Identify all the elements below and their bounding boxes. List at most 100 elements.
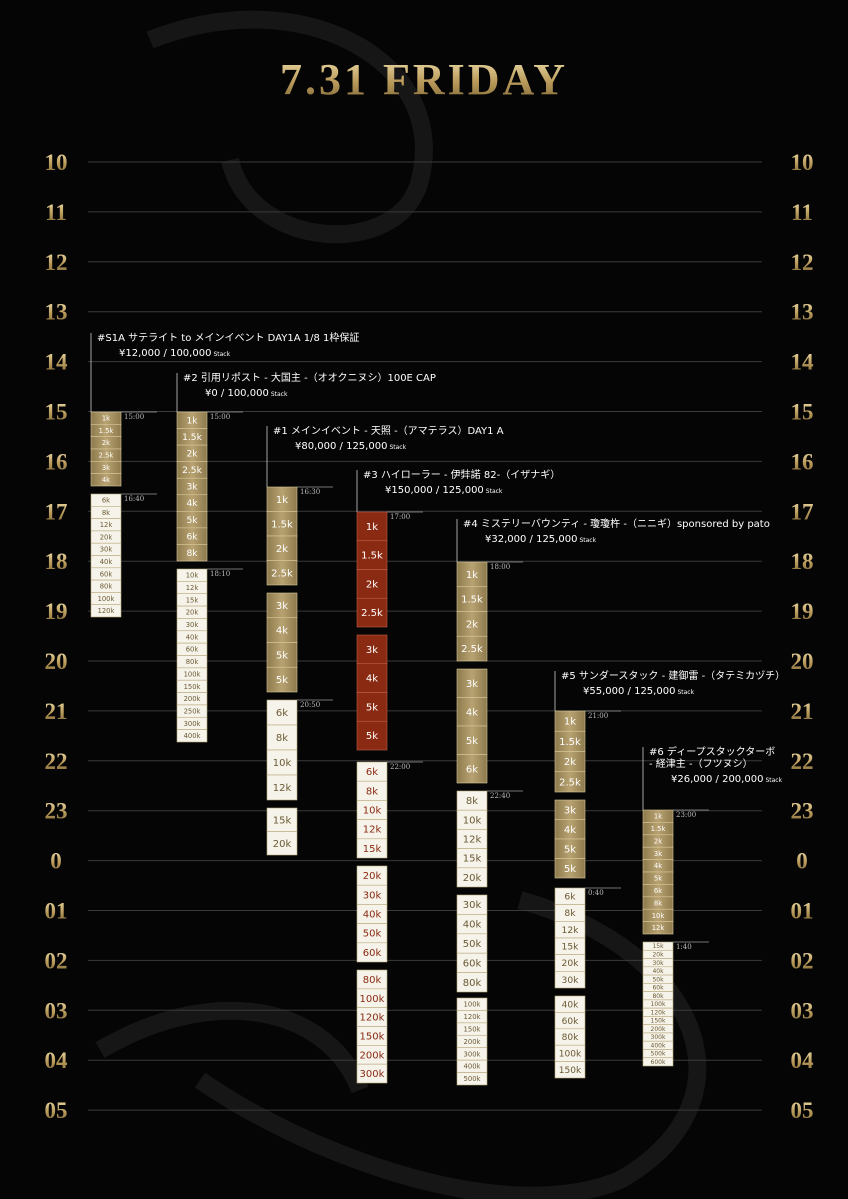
blind-level-label: 3k <box>466 679 478 690</box>
blind-level <box>266 560 298 586</box>
blind-level-label: 40k <box>652 968 664 975</box>
blind-level <box>456 697 488 727</box>
blind-level-label: 10k <box>273 758 292 769</box>
blind-level <box>456 725 488 755</box>
start-time: 22:40 <box>490 792 510 800</box>
hour-label: 13 <box>45 300 68 325</box>
buy-in-stack: ¥80,000 / 125,000 <box>295 441 387 452</box>
blind-level-label: 60k <box>186 646 199 654</box>
hour-label: 16 <box>791 449 814 474</box>
hour-label: 0 <box>796 849 808 874</box>
blind-level-label: 4k <box>564 825 576 836</box>
blind-level-label: 3k <box>102 464 110 472</box>
event-title: #1 メインイベント - 天照 -（アマテラス）DAY1 A <box>273 425 504 437</box>
blind-level-label: 60k <box>100 570 113 578</box>
hour-label: 22 <box>791 749 814 774</box>
blind-level-label: 8k <box>466 796 478 807</box>
blind-level-label: 1.5k <box>651 825 666 833</box>
blind-level <box>642 921 674 935</box>
blind-level-label: 8k <box>276 733 288 744</box>
blind-level-label: 100k <box>98 595 115 603</box>
blind-level <box>266 592 298 619</box>
blind-level-label: 120k <box>360 1013 385 1024</box>
blind-level-label: 2k <box>654 837 662 845</box>
hour-label: 14 <box>45 350 69 375</box>
blind-level-label: 20k <box>463 873 482 884</box>
blind-level-label: 20k <box>100 533 113 541</box>
blind-level-label: 2.5k <box>361 608 383 619</box>
blind-level-label: 100k <box>360 994 385 1005</box>
blind-level <box>456 754 488 784</box>
blind-level-label: 12k <box>363 825 382 836</box>
blind-level-label: 12k <box>100 521 113 529</box>
event-price: ¥55,000 / 125,000 Stack <box>583 686 695 697</box>
blind-level-label: 1.5k <box>271 519 293 530</box>
blind-level <box>266 774 298 801</box>
blind-level-label: 1k <box>466 570 478 581</box>
blind-level-label: 200k <box>651 1026 666 1033</box>
blind-level-label: 3k <box>186 483 198 493</box>
hour-label: 15 <box>791 400 814 425</box>
blind-level <box>456 635 488 662</box>
blind-level <box>456 972 488 993</box>
blind-level-label: 30k <box>186 621 199 629</box>
blind-level-label: 1.5k <box>361 551 383 562</box>
hour-label: 16 <box>45 449 68 474</box>
event-price: ¥150,000 / 125,000 Stack <box>385 485 503 496</box>
hour-label: 05 <box>791 1098 814 1123</box>
blind-level-label: 300k <box>184 720 201 728</box>
blind-level-label: 2k <box>186 450 198 460</box>
blind-level <box>356 511 388 542</box>
event-price: ¥26,000 / 200,000 Stack <box>671 774 783 785</box>
blind-level-label: 150k <box>651 1018 666 1025</box>
event-price: ¥32,000 / 125,000 Stack <box>485 534 597 545</box>
start-time: 18:10 <box>210 570 230 578</box>
blind-level-label: 30k <box>363 890 382 901</box>
start-time: 18:00 <box>490 563 510 571</box>
blind-level-label: 12k <box>186 584 199 592</box>
blind-level-label: 40k <box>363 910 382 921</box>
hour-label: 10 <box>45 150 68 175</box>
blind-level <box>554 771 586 793</box>
blind-level-label: 50k <box>463 939 482 950</box>
blind-level-label: 6k <box>466 764 478 775</box>
blind-level-label: 15k <box>363 844 382 855</box>
blind-level-label: 6k <box>186 532 198 542</box>
event-title: #5 サンダースタック - 建御雷 -（タテミカヅチ） <box>561 669 785 682</box>
hour-label: 14 <box>791 350 815 375</box>
hour-label: 03 <box>45 998 68 1023</box>
blind-level <box>356 634 388 665</box>
blind-level-label: 30k <box>463 900 482 911</box>
event-title: #3 ハイローラー - 伊弉諾 82-（イザナギ） <box>363 468 560 481</box>
stack-unit: Stack <box>486 488 503 495</box>
hour-label: 23 <box>791 799 814 824</box>
blind-level-label: 10k <box>186 572 199 580</box>
start-time: 17:00 <box>390 513 410 521</box>
hour-label: 18 <box>45 549 68 574</box>
hour-label: 05 <box>45 1098 68 1123</box>
start-time: 21:00 <box>588 712 608 720</box>
blind-level-label: 1.5k <box>99 427 114 435</box>
hour-label: 21 <box>45 699 68 724</box>
start-time: 23:00 <box>676 811 696 819</box>
blind-level-label: 8k <box>366 786 378 797</box>
blind-level-label: 6k <box>276 708 288 719</box>
blind-level-label: 100k <box>651 1001 666 1008</box>
event-price: ¥80,000 / 125,000 Stack <box>295 441 407 452</box>
blind-level-label: 3k <box>366 645 378 656</box>
hour-label: 22 <box>45 749 68 774</box>
blind-level-label: 4k <box>186 499 198 509</box>
hour-label: 20 <box>45 649 68 674</box>
stack-unit: Stack <box>389 444 406 451</box>
blind-level <box>356 692 388 722</box>
blind-level-label: 4k <box>366 674 378 685</box>
blind-level <box>356 663 388 693</box>
blind-level-label: 5k <box>466 736 478 747</box>
blind-level-label: 4k <box>276 626 288 637</box>
blind-level-label: 30k <box>652 960 664 967</box>
blind-level <box>356 838 388 859</box>
blind-level-label: 4k <box>466 707 478 718</box>
blind-level-label: 12k <box>273 783 292 794</box>
